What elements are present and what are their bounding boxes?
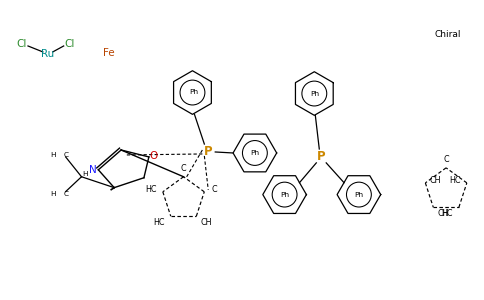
- Text: H: H: [83, 171, 88, 177]
- Text: Ph: Ph: [189, 88, 198, 94]
- Text: C: C: [181, 164, 186, 173]
- Text: CH: CH: [429, 176, 441, 185]
- Text: P: P: [204, 146, 212, 158]
- Text: H: H: [50, 152, 56, 158]
- Text: Cl: Cl: [64, 39, 75, 49]
- Text: C: C: [212, 185, 217, 194]
- Text: C: C: [64, 152, 69, 158]
- Text: Fe: Fe: [104, 48, 115, 58]
- Text: HC: HC: [449, 176, 461, 185]
- Text: HC: HC: [153, 218, 165, 226]
- Text: HC: HC: [145, 185, 157, 194]
- Text: HC: HC: [441, 209, 453, 218]
- Text: CH: CH: [200, 218, 212, 226]
- Text: Ph: Ph: [250, 150, 259, 156]
- Text: Ph: Ph: [310, 91, 319, 97]
- Text: Ph: Ph: [280, 192, 289, 198]
- Text: Ph: Ph: [354, 192, 363, 198]
- Text: C: C: [443, 155, 449, 164]
- Text: N: N: [89, 165, 96, 175]
- Text: Chiral: Chiral: [435, 30, 461, 39]
- Text: Cl: Cl: [17, 39, 27, 49]
- Text: O: O: [150, 151, 158, 161]
- Text: P: P: [317, 150, 326, 164]
- Text: H: H: [50, 190, 56, 196]
- Text: C: C: [64, 190, 69, 196]
- Text: Ru: Ru: [41, 49, 54, 59]
- Text: CH: CH: [438, 209, 449, 218]
